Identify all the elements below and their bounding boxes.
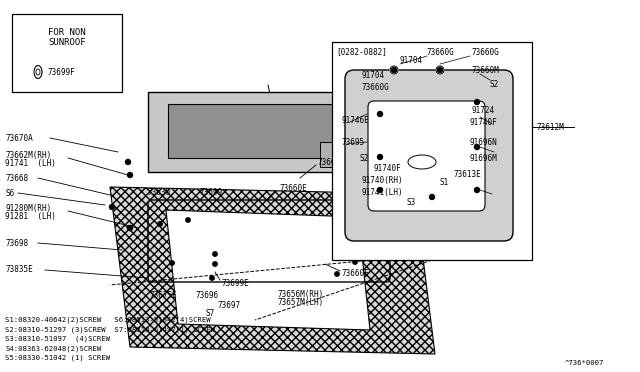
- Text: 91740F: 91740F: [374, 164, 402, 173]
- Circle shape: [109, 205, 115, 209]
- Text: FOR NON
SUNROOF: FOR NON SUNROOF: [48, 28, 86, 47]
- Circle shape: [210, 276, 214, 280]
- Text: 73613E: 73613E: [454, 170, 482, 179]
- Circle shape: [212, 252, 217, 256]
- Text: 91696N: 91696N: [470, 138, 498, 147]
- Text: S4:08363-62048(2)SCREW: S4:08363-62048(2)SCREW: [5, 345, 101, 352]
- Circle shape: [392, 68, 396, 72]
- Text: 91741(LH): 91741(LH): [362, 187, 404, 196]
- Text: 91280M(RH): 91280M(RH): [5, 203, 51, 212]
- Polygon shape: [320, 142, 355, 167]
- Circle shape: [438, 68, 442, 72]
- Text: S2:08310-51297 (3)SCREW  S7:08310-61497(1) SCREW: S2:08310-51297 (3)SCREW S7:08310-61497(1…: [5, 326, 215, 333]
- Circle shape: [127, 225, 132, 231]
- Text: 73697: 73697: [218, 301, 241, 310]
- Circle shape: [186, 218, 190, 222]
- Ellipse shape: [36, 69, 40, 75]
- Circle shape: [335, 272, 339, 276]
- Text: S3:08310-51097  (4)SCREW: S3:08310-51097 (4)SCREW: [5, 336, 110, 342]
- Circle shape: [353, 260, 357, 264]
- Text: 91281  (LH): 91281 (LH): [5, 212, 56, 221]
- Text: S7: S7: [205, 310, 214, 318]
- Text: 73699E: 73699E: [222, 279, 250, 288]
- Text: 73660G: 73660G: [427, 48, 455, 57]
- Circle shape: [429, 195, 435, 199]
- Text: S2: S2: [360, 154, 369, 163]
- Text: S6: S6: [5, 189, 14, 198]
- Text: 73662M(RH): 73662M(RH): [5, 151, 51, 160]
- Circle shape: [158, 222, 162, 226]
- Text: 73835E: 73835E: [5, 266, 33, 275]
- Text: 91746E: 91746E: [342, 115, 370, 125]
- Text: 91740F: 91740F: [470, 118, 498, 126]
- Circle shape: [378, 154, 383, 160]
- FancyBboxPatch shape: [345, 70, 513, 241]
- Text: S3: S3: [407, 198, 416, 206]
- Circle shape: [353, 220, 357, 224]
- Bar: [332, 42, 532, 260]
- Text: 73660F: 73660F: [342, 269, 370, 279]
- Text: 73660G: 73660G: [472, 48, 500, 57]
- Circle shape: [378, 187, 383, 192]
- Circle shape: [438, 67, 442, 73]
- Text: 91704: 91704: [400, 55, 423, 64]
- Text: ^736*0007: ^736*0007: [565, 360, 604, 366]
- Polygon shape: [166, 210, 370, 330]
- Circle shape: [170, 261, 174, 265]
- Polygon shape: [148, 92, 390, 172]
- Ellipse shape: [34, 65, 42, 78]
- Circle shape: [372, 238, 377, 242]
- Text: 73630: 73630: [148, 187, 171, 196]
- Text: 73699F: 73699F: [47, 67, 75, 77]
- Polygon shape: [168, 104, 368, 158]
- Text: S5: S5: [365, 234, 374, 243]
- Circle shape: [392, 67, 397, 73]
- Text: 73660M: 73660M: [472, 65, 500, 74]
- Text: 73698: 73698: [5, 238, 28, 247]
- FancyBboxPatch shape: [368, 101, 485, 211]
- Text: S1: S1: [440, 177, 449, 186]
- Text: [0282-0882]: [0282-0882]: [336, 48, 387, 57]
- Circle shape: [474, 187, 479, 192]
- Text: 73612M: 73612M: [537, 122, 564, 131]
- Bar: [12, 14, 122, 92]
- Text: 73668: 73668: [5, 173, 28, 183]
- Text: 73675E: 73675E: [150, 291, 178, 299]
- Text: 73657M(LH): 73657M(LH): [278, 298, 324, 308]
- Text: 91696M: 91696M: [470, 154, 498, 163]
- Text: 73660J: 73660J: [318, 157, 346, 167]
- Circle shape: [390, 66, 398, 74]
- Circle shape: [212, 262, 217, 266]
- Text: 73660G: 73660G: [362, 83, 390, 92]
- Text: 73699: 73699: [200, 187, 223, 196]
- Text: S5:08330-51042 (1) SCREW: S5:08330-51042 (1) SCREW: [5, 355, 110, 361]
- Text: 91741  (LH): 91741 (LH): [5, 158, 56, 167]
- Circle shape: [378, 112, 383, 116]
- Circle shape: [436, 66, 444, 74]
- Text: 91740(RH): 91740(RH): [362, 176, 404, 185]
- Circle shape: [125, 160, 131, 164]
- Ellipse shape: [408, 155, 436, 169]
- Text: 73660E: 73660E: [280, 183, 308, 192]
- Circle shape: [127, 173, 132, 177]
- Text: 91724: 91724: [472, 106, 495, 115]
- Text: 73656M(RH): 73656M(RH): [278, 291, 324, 299]
- Text: S1:08320-40642(2)SCREW   S6:08513-51042(4)SCREW: S1:08320-40642(2)SCREW S6:08513-51042(4)…: [5, 317, 211, 323]
- Circle shape: [474, 99, 479, 105]
- Text: S4: S4: [365, 219, 374, 228]
- Text: 91704: 91704: [362, 71, 385, 80]
- Circle shape: [474, 144, 479, 150]
- Text: S2: S2: [490, 80, 499, 89]
- Text: 73670A: 73670A: [5, 134, 33, 142]
- Text: 73695: 73695: [342, 138, 365, 147]
- Text: 73696: 73696: [195, 291, 218, 299]
- Polygon shape: [110, 187, 435, 354]
